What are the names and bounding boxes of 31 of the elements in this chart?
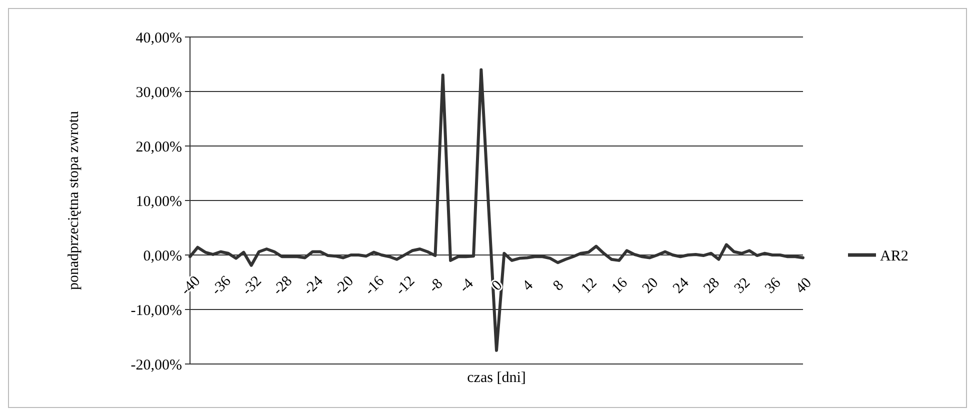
x-tick-label: -24 <box>300 272 327 299</box>
legend-label: AR2 <box>880 248 908 264</box>
x-tick-label: -32 <box>239 273 265 299</box>
x-tick-label: 12 <box>578 274 600 297</box>
y-tick-label: 30,00% <box>136 84 182 101</box>
x-axis-title: czas [dni] <box>467 370 526 386</box>
x-tick-label: 8 <box>550 278 567 294</box>
x-tick-label: -12 <box>392 273 418 299</box>
x-tick-label: -16 <box>362 272 388 299</box>
y-tick-label: 0,00% <box>143 248 182 264</box>
x-tick-label: 32 <box>732 274 754 297</box>
x-tick-label: 28 <box>700 274 723 297</box>
x-tick-label: 40 <box>792 274 815 297</box>
y-tick-label: 20,00% <box>136 139 182 156</box>
x-tick-label: 24 <box>670 274 693 297</box>
x-tick-label: -4 <box>456 275 478 296</box>
x-tick-label: 0 <box>489 278 506 294</box>
x-tick-label: 4 <box>520 277 537 294</box>
y-tick-label: -10,00% <box>130 302 182 319</box>
x-tick-label: 16 <box>609 274 632 297</box>
x-tick-label: -36 <box>208 272 235 299</box>
y-tick-label: 40,00% <box>136 30 182 46</box>
x-tick-label: -40 <box>178 273 204 299</box>
x-tick-label: -8 <box>426 276 446 296</box>
x-tick-label: -28 <box>270 273 296 299</box>
x-tick-label: -20 <box>331 273 357 299</box>
x-tick-label: 20 <box>640 274 662 297</box>
y-axis-title: ponadprzeciętna stopa zwrotu <box>66 110 82 290</box>
y-tick-label: 10,00% <box>136 194 182 210</box>
y-tick-label: -20,00% <box>130 357 182 374</box>
x-tick-label: 36 <box>762 274 785 297</box>
